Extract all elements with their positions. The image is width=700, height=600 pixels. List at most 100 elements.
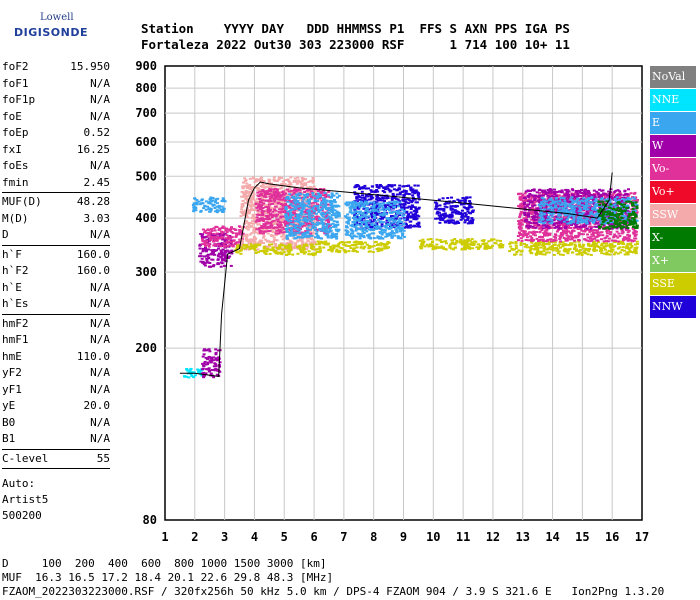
echo-point [394,197,398,200]
echo-point [583,251,587,254]
echo-point [552,241,555,244]
echo-point [530,244,534,247]
echo-point [274,234,278,237]
echo-point [524,239,528,241]
echo-point [565,234,569,237]
echo-point [221,209,225,212]
echo-point [464,199,468,202]
echo-point [364,229,368,231]
echo-point [613,241,617,244]
echo-point [460,209,464,212]
echo-point [327,207,331,209]
echo-point [532,245,536,247]
echo-point [471,218,475,221]
echo-point [321,222,325,225]
echo-point [620,232,624,235]
echo-point [254,179,258,182]
echo-point [622,194,626,197]
echo-point [599,249,602,252]
echo-point [235,247,239,250]
echo-point [287,199,291,202]
echo-point [276,198,280,201]
echo-point [358,220,362,223]
echo-point [431,248,435,251]
echo-point [309,220,313,223]
echo-point [463,248,467,251]
echo-point [538,243,542,246]
echo-point [251,195,255,198]
echo-point [275,218,279,221]
echo-point [271,231,275,233]
echo-point [323,191,327,194]
echo-point [311,214,315,217]
echo-point [460,216,464,219]
echo-point [549,240,553,243]
echo-point [586,248,590,251]
echo-point [240,212,244,215]
echo-point [243,247,247,250]
echo-point [306,198,310,201]
echo-point [351,216,355,219]
echo-point [278,176,281,179]
echo-point [268,226,272,229]
echo-point [345,201,349,204]
echo-point [443,203,447,206]
echo-point [330,202,334,205]
echo-point [284,246,288,249]
echo-point [344,202,348,205]
echo-point [261,236,265,239]
echo-point [334,228,338,231]
echo-point [273,250,276,253]
echo-point [413,184,417,187]
echo-point [402,218,406,221]
echo-point [402,194,406,196]
echo-point [269,224,273,227]
echo-point [275,180,279,183]
echo-point [285,253,289,256]
echo-point [584,229,588,232]
echo-point [532,208,536,211]
echo-point [561,245,565,248]
echo-point [398,200,402,203]
echo-point [324,204,328,207]
echo-point [237,232,241,235]
echo-point [239,252,243,255]
echo-point [253,213,257,216]
echo-point [192,210,196,213]
echo-point [449,205,453,208]
echo-point [198,243,202,246]
echo-point [274,188,277,190]
echo-point [305,225,308,228]
echo-point [359,200,363,203]
echo-point [290,214,294,217]
echo-point [398,201,402,204]
echo-point [253,181,257,184]
echo-point [252,242,256,245]
echo-point [552,239,556,242]
echo-point [384,205,388,208]
echo-point [226,237,230,240]
echo-point [369,201,373,204]
echo-point [578,239,581,242]
echo-point [286,231,290,233]
echo-point [383,191,387,194]
echo-point [256,223,260,226]
echo-point [634,233,638,236]
echo-point [213,253,216,256]
echo-point [238,241,242,244]
echo-point [266,214,270,217]
echo-point [220,232,224,235]
echo-point [255,228,259,231]
echo-point [378,205,382,208]
echo-point [360,222,364,225]
echo-point [418,239,422,242]
echo-point [566,250,570,253]
echo-point [326,231,330,234]
echo-point [358,228,362,230]
echo-point [216,254,220,257]
echo-point [376,236,380,239]
echo-point [577,250,581,253]
echo-point [553,217,557,220]
echo-point [542,206,546,209]
echo-point [482,239,486,242]
